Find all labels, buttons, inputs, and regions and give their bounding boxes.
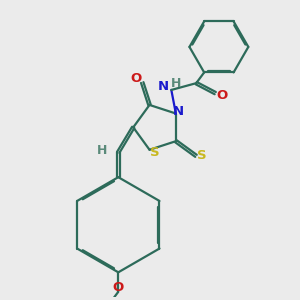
Text: H: H bbox=[171, 77, 181, 90]
Text: N: N bbox=[158, 80, 169, 93]
Text: S: S bbox=[196, 149, 206, 162]
Text: N: N bbox=[172, 105, 184, 118]
Text: H: H bbox=[97, 143, 108, 157]
Text: S: S bbox=[150, 146, 160, 158]
Text: O: O bbox=[113, 281, 124, 294]
Text: O: O bbox=[216, 89, 227, 102]
Text: O: O bbox=[130, 71, 142, 85]
